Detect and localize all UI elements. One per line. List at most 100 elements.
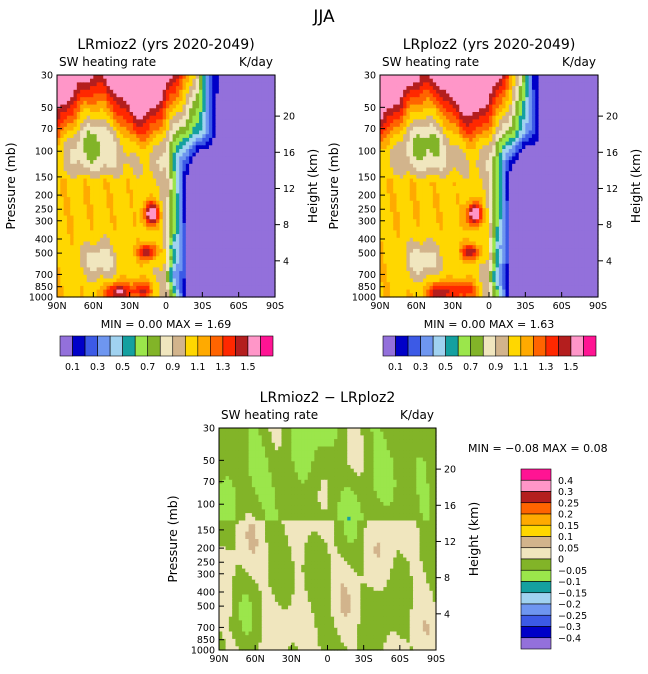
contour-cell — [57, 75, 61, 80]
contour-cell — [261, 223, 266, 228]
y-tick-label: 200 — [35, 191, 53, 202]
contour-cell — [86, 230, 91, 235]
contour-cell — [70, 156, 75, 161]
contour-cell — [195, 112, 200, 117]
contour-cell — [232, 178, 236, 183]
contour-cell — [99, 274, 104, 280]
contour-cell — [149, 234, 154, 239]
contour-cell — [166, 97, 170, 102]
contour-cell — [258, 282, 263, 287]
contour-cell — [149, 97, 154, 102]
contour-cell — [119, 293, 124, 298]
contour-cell — [139, 126, 144, 132]
contour-cell — [109, 289, 114, 294]
contour-cell — [175, 178, 180, 183]
contour-cell — [96, 137, 101, 143]
contour-cell — [442, 97, 447, 102]
contour-cell — [90, 134, 94, 139]
contour-cell — [222, 274, 227, 280]
contour-cell — [146, 160, 151, 165]
contour-cell — [581, 97, 586, 102]
contour-cell — [182, 108, 187, 113]
contour-cell — [80, 104, 85, 109]
contour-cell — [482, 86, 487, 91]
contour-cell — [63, 178, 68, 183]
contour-cell — [76, 263, 81, 268]
contour-cell — [86, 200, 91, 206]
contour-cell — [449, 97, 454, 102]
contour-cell — [60, 278, 65, 283]
contour-cell — [152, 252, 157, 257]
contour-cell — [136, 93, 141, 98]
contour-cell — [179, 86, 184, 91]
contour-cell — [202, 82, 207, 87]
contour-cell — [568, 86, 573, 91]
contour-cell — [139, 160, 144, 165]
contour-cell — [123, 78, 127, 83]
contour-cell — [149, 78, 154, 83]
contour-cell — [126, 223, 131, 228]
contour-cell — [106, 93, 111, 98]
contour-cell — [152, 93, 157, 98]
contour-cell — [258, 223, 263, 228]
contour-cell — [83, 182, 88, 187]
contour-cell — [195, 241, 200, 246]
contour-cell — [109, 256, 114, 261]
contour-cell — [541, 97, 546, 102]
contour-cell — [90, 156, 94, 161]
contour-cell — [212, 134, 217, 139]
contour-cell — [109, 204, 114, 209]
contour-cell — [152, 208, 157, 213]
contour-cell — [60, 123, 65, 128]
contour-cell — [255, 263, 260, 268]
contour-cell — [149, 193, 154, 198]
contour-cell — [139, 293, 144, 298]
contour-cell — [109, 226, 114, 231]
contour-cell — [136, 282, 141, 287]
contour-cell — [472, 100, 477, 106]
contour-cell — [106, 141, 111, 146]
contour-cell — [156, 119, 160, 124]
contour-cell — [265, 130, 269, 135]
contour-cell — [525, 86, 530, 91]
contour-cell — [182, 82, 187, 87]
contour-cell — [238, 256, 243, 261]
contour-cell — [113, 126, 118, 132]
contour-cell — [248, 97, 253, 102]
contour-cell — [202, 230, 207, 235]
contour-cell — [182, 134, 187, 139]
contour-cell — [142, 152, 147, 157]
contour-cell — [172, 178, 177, 183]
contour-cell — [245, 248, 250, 254]
contour-cell — [192, 178, 197, 183]
contour-cell — [489, 75, 493, 80]
contour-cell — [172, 282, 177, 287]
contour-cell — [139, 234, 144, 239]
contour-cell — [564, 75, 569, 80]
contour-cell — [522, 82, 526, 87]
contour-cell — [166, 100, 170, 106]
contour-cell — [235, 274, 240, 280]
contour-cell — [93, 285, 98, 291]
contour-cell — [70, 204, 75, 209]
contour-cell — [116, 219, 121, 224]
contour-cell — [119, 252, 124, 257]
contour-cell — [218, 200, 223, 206]
contour-cell — [106, 215, 111, 220]
contour-cell — [73, 219, 78, 224]
contour-cell — [175, 97, 180, 102]
contour-cell — [139, 104, 144, 109]
contour-cell — [96, 260, 101, 265]
contour-cell — [472, 97, 477, 102]
contour-cell — [251, 126, 256, 132]
contour-cell — [182, 112, 187, 117]
contour-cell — [123, 285, 127, 291]
colorbar-swatch — [235, 335, 249, 357]
contour-cell — [63, 119, 68, 124]
contour-cell — [99, 167, 104, 172]
contour-cell — [199, 130, 203, 135]
contour-cell — [76, 97, 81, 102]
contour-cell — [60, 248, 65, 254]
contour-cell — [152, 230, 157, 235]
contour-cell — [109, 82, 114, 87]
